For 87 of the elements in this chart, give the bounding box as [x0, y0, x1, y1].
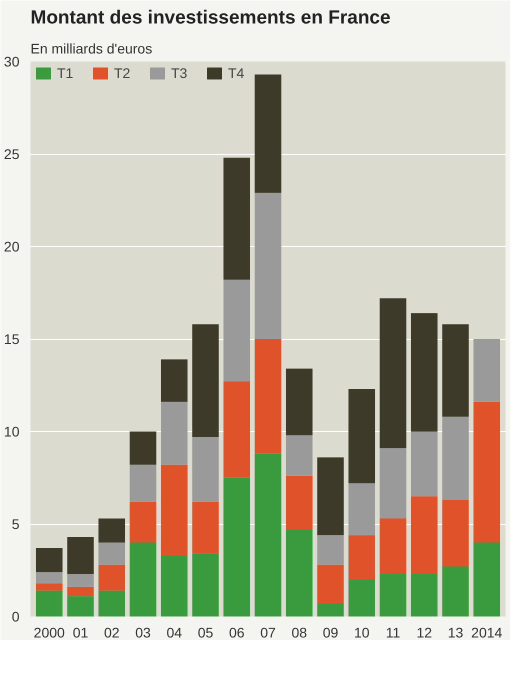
x-tick-label: 13 [448, 624, 464, 640]
bar [254, 192, 282, 339]
bar [286, 435, 313, 476]
bar [473, 339, 500, 402]
bar [223, 158, 250, 280]
bar [67, 586, 94, 596]
y-tick-label: 15 [4, 331, 20, 347]
bar [410, 574, 438, 616]
chart-subtitle: En milliards d'euros [30, 40, 152, 56]
legend-label: T1 [57, 65, 74, 81]
bar [130, 542, 156, 616]
legend-label: T3 [171, 65, 188, 81]
bar [254, 339, 282, 454]
bar [286, 368, 313, 436]
bar [192, 554, 219, 616]
bar [67, 574, 94, 587]
bar [192, 502, 219, 554]
x-tick-label: 04 [166, 624, 182, 640]
y-tick-label: 0 [12, 608, 20, 624]
x-tick-label: 2000 [34, 624, 66, 640]
bar [348, 535, 376, 580]
bar [348, 483, 376, 536]
bar [380, 298, 406, 448]
x-tick-label: 03 [135, 624, 151, 640]
legend-label: T4 [228, 65, 246, 81]
x-tick-label: 07 [260, 624, 276, 640]
bar [348, 580, 376, 616]
y-tick-label: 30 [4, 54, 20, 70]
y-tick-label: 20 [4, 238, 20, 254]
bar [442, 500, 469, 567]
bar [192, 324, 219, 438]
bar [254, 454, 282, 616]
y-tick-label: 25 [4, 146, 20, 162]
bar [130, 502, 156, 542]
bar [380, 518, 406, 574]
bar [98, 542, 126, 565]
x-tick-label: 10 [354, 624, 370, 640]
bar [130, 464, 156, 502]
x-tick-label: 06 [228, 624, 245, 640]
bar [442, 566, 469, 616]
bar [410, 313, 438, 432]
bar [98, 564, 126, 591]
x-tick-label: 08 [291, 624, 308, 640]
bar [98, 518, 126, 542]
bar [67, 596, 94, 616]
bar [473, 402, 500, 542]
x-tick-label: 2014 [471, 624, 503, 640]
bar [160, 464, 188, 556]
x-tick-label: 05 [198, 624, 214, 640]
bar [410, 496, 438, 574]
legend-label: T2 [114, 65, 132, 81]
x-tick-label: 09 [322, 624, 338, 640]
bar [223, 280, 250, 382]
x-tick-label: 11 [386, 624, 400, 640]
x-tick-label: 01 [72, 624, 88, 640]
y-tick-label: 5 [12, 516, 20, 532]
bar [410, 432, 438, 496]
bar [380, 574, 406, 616]
bar [286, 476, 313, 530]
bar [223, 478, 250, 616]
bar [192, 437, 219, 502]
x-tick-label: 12 [416, 624, 432, 640]
bar [98, 590, 126, 616]
bar [473, 542, 500, 616]
bar [317, 564, 344, 604]
bar [36, 590, 63, 616]
bar [67, 536, 94, 574]
bar [36, 572, 63, 584]
bar [317, 604, 344, 616]
bar [317, 457, 344, 536]
bar [36, 583, 63, 591]
bar [130, 432, 156, 465]
bar [160, 402, 188, 465]
x-tick-label: 02 [104, 624, 120, 640]
bar [36, 548, 63, 572]
bar [442, 324, 469, 417]
bar [286, 530, 313, 616]
bar [254, 74, 282, 193]
bar [160, 359, 188, 402]
bar [317, 535, 344, 565]
chart-title: Montant des investissements en France [30, 8, 391, 28]
bar [160, 555, 188, 616]
bar [442, 416, 469, 500]
bar [223, 382, 250, 478]
bar [348, 388, 376, 484]
y-tick-label: 10 [4, 424, 20, 440]
bar [380, 448, 406, 518]
